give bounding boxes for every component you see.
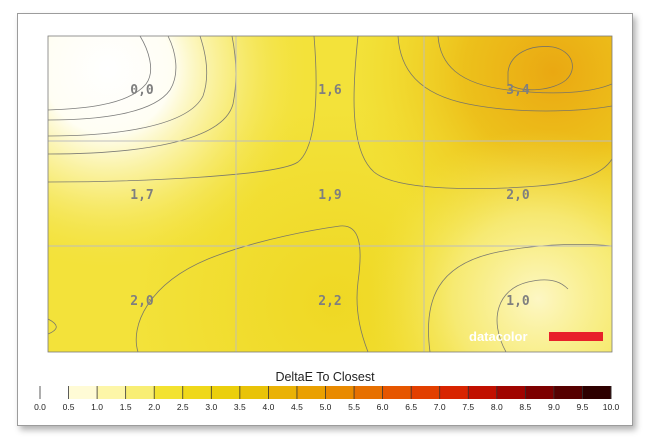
colorbar-tick-label: 1.5 <box>120 402 132 412</box>
colorbar-swatch <box>354 386 383 399</box>
colorbar-swatch <box>382 386 412 399</box>
colorbar-tick-label: 0.0 <box>34 402 46 412</box>
cell-label-r0-c1: 1,6 <box>318 83 342 98</box>
colorbar-tick-label: 8.5 <box>519 402 531 412</box>
colorbar-tick-label: 3.5 <box>234 402 246 412</box>
colorbar-swatch <box>239 386 269 399</box>
colorbar: 0.0 0.5 1.0 1.5 2.0 2.5 3.0 3.5 4.0 4.5 5.0 5.5 6.0 6… <box>34 386 620 412</box>
colorbar-tick-label: 7.5 <box>462 402 474 412</box>
colorbar-swatch <box>182 386 212 399</box>
colorbar-tick-label: 4.0 <box>262 402 274 412</box>
cell-label-r2-c0: 2,0 <box>130 294 154 309</box>
heatmap-figure: 0,0 1,6 3,4 1,7 1,9 2,0 2,0 2,2 1,0 data… <box>17 13 633 426</box>
heatmap-surface <box>48 36 612 352</box>
brand-bar <box>549 332 603 341</box>
colorbar-swatch <box>97 386 127 399</box>
colorbar-swatch <box>496 386 526 399</box>
colorbar-tick-label: 5.0 <box>320 402 332 412</box>
colorbar-swatch <box>40 386 69 399</box>
colorbar-tick-label: 9.0 <box>548 402 560 412</box>
colorbar-swatch <box>211 386 241 399</box>
colorbar-tick-label: 2.5 <box>177 402 189 412</box>
datacolor-logo: datacolor <box>469 329 603 344</box>
contour-lines <box>48 36 612 352</box>
colorbar-tick-label: 9.5 <box>577 402 589 412</box>
cell-label-r2-c2: 1,0 <box>506 294 530 309</box>
colorbar-swatch <box>411 386 441 399</box>
colorbar-tick-label: 1.0 <box>91 402 103 412</box>
colorbar-tick-label: 10.0 <box>603 402 620 412</box>
brand-text: datacolor <box>469 329 528 344</box>
grid-lines <box>48 36 612 352</box>
colorbar-tick-label: 4.5 <box>291 402 303 412</box>
colorbar-swatch <box>582 386 612 399</box>
cell-label-r2-c1: 2,2 <box>318 294 341 309</box>
colorbar-tick-label: 6.0 <box>377 402 389 412</box>
cell-label-r1-c0: 1,7 <box>130 188 153 203</box>
cell-label-r0-c2: 3,4 <box>506 83 530 98</box>
colorbar-tick-label: 0.5 <box>63 402 75 412</box>
colorbar-tick-label: 5.5 <box>348 402 360 412</box>
cell-label-r1-c2: 2,0 <box>506 188 530 203</box>
cell-label-r0-c0: 0,0 <box>130 83 154 98</box>
heatmap-svg: 0,0 1,6 3,4 1,7 1,9 2,0 2,0 2,2 1,0 data… <box>34 35 620 412</box>
colorbar-tick-label: 2.0 <box>148 402 160 412</box>
colorbar-swatch <box>268 386 298 399</box>
colorbar-swatch <box>125 386 155 399</box>
colorbar-swatch <box>439 386 469 399</box>
colorbar-tick-label: 8.0 <box>491 402 503 412</box>
colorbar-swatch <box>154 386 184 399</box>
colorbar-swatch <box>68 386 98 399</box>
colorbar-tick-label: 3.0 <box>205 402 217 412</box>
colorbar-swatch <box>525 386 555 399</box>
cell-label-r1-c1: 1,9 <box>318 188 341 203</box>
colorbar-swatch <box>553 386 583 399</box>
colorbar-swatch <box>325 386 355 399</box>
colorbar-tick-label: 7.0 <box>434 402 446 412</box>
colorbar-swatch <box>468 386 498 399</box>
plot-border <box>47 35 613 353</box>
colorbar-title: DeltaE To Closest <box>275 370 375 384</box>
colorbar-tick-label: 6.5 <box>405 402 417 412</box>
cell-labels: 0,0 1,6 3,4 1,7 1,9 2,0 2,0 2,2 1,0 <box>130 83 530 309</box>
colorbar-swatch <box>296 386 326 399</box>
